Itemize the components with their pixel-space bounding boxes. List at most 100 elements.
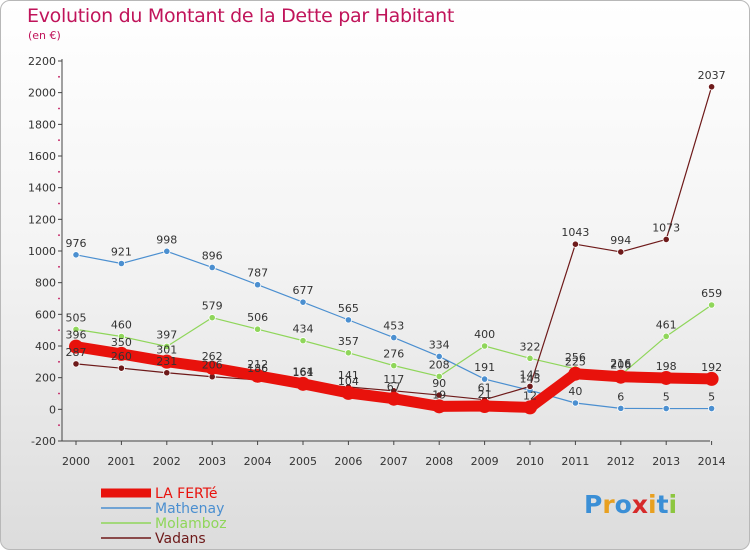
- data-label: 212: [247, 358, 268, 371]
- data-label: 231: [156, 355, 177, 368]
- y-minor-tick: [58, 297, 60, 300]
- data-point: [477, 399, 492, 414]
- x-tick-label: 2008: [425, 455, 453, 468]
- data-label: 287: [66, 346, 87, 359]
- x-tick-label: 2013: [652, 455, 680, 468]
- data-label: 19: [432, 388, 446, 401]
- y-minor-tick: [58, 202, 60, 205]
- data-point: [659, 370, 674, 385]
- y-minor-tick: [58, 75, 60, 78]
- data-point: [163, 369, 171, 377]
- data-label: 208: [429, 358, 450, 371]
- data-label: 460: [111, 319, 132, 332]
- data-label: 104: [338, 375, 359, 388]
- data-label: 400: [474, 328, 495, 341]
- logo-letter: r: [602, 490, 615, 519]
- data-point: [72, 251, 80, 259]
- data-label: 5: [663, 391, 670, 404]
- data-label: 12: [523, 389, 537, 402]
- chart-title: Evolution du Montant de la Dette par Hab…: [27, 5, 455, 27]
- data-point: [117, 259, 126, 268]
- data-point: [299, 298, 307, 306]
- y-minor-tick: [58, 392, 60, 395]
- x-tick-label: 2005: [289, 455, 317, 468]
- data-point: [707, 404, 716, 413]
- data-label: 579: [202, 300, 223, 313]
- data-point: [386, 391, 401, 406]
- y-tick-label: 2000: [28, 87, 56, 100]
- data-label: 191: [474, 361, 495, 374]
- data-label: 5: [708, 391, 715, 404]
- data-label: 225: [565, 356, 586, 369]
- data-label: 67: [387, 381, 401, 394]
- y-minor-tick: [58, 234, 60, 237]
- data-label: 787: [247, 267, 268, 280]
- x-tick-label: 2002: [153, 455, 181, 468]
- data-point: [662, 332, 670, 340]
- x-tick-label: 2004: [244, 455, 272, 468]
- y-minor-tick: [58, 424, 60, 427]
- x-tick-label: 2010: [516, 455, 544, 468]
- y-minor-tick: [58, 107, 60, 110]
- data-label: 976: [66, 237, 87, 250]
- data-point: [704, 371, 719, 386]
- data-point: [254, 281, 262, 289]
- data-label: 434: [293, 323, 314, 336]
- y-tick-label: 800: [35, 277, 56, 290]
- data-point: [163, 247, 171, 255]
- y-tick-label: 0: [49, 403, 56, 416]
- data-point: [571, 399, 580, 407]
- data-point: [159, 354, 174, 369]
- data-label: 256: [565, 351, 586, 364]
- data-label: 322: [520, 340, 541, 353]
- data-label: 145: [520, 368, 541, 381]
- logo-letter: P: [584, 490, 603, 519]
- y-minor-tick: [58, 170, 60, 173]
- data-point: [480, 342, 489, 350]
- x-tick-label: 2007: [380, 455, 408, 468]
- data-point: [344, 349, 352, 357]
- y-minor-tick: [58, 139, 60, 142]
- data-label: 357: [338, 335, 359, 348]
- data-point: [296, 376, 310, 391]
- x-tick-label: 2014: [698, 455, 726, 468]
- y-minor-tick: [58, 329, 60, 332]
- y-tick-label: 1000: [28, 245, 56, 258]
- data-label: 506: [247, 311, 268, 324]
- data-point: [662, 404, 670, 413]
- data-label: 461: [656, 318, 677, 331]
- data-point: [299, 337, 307, 345]
- data-label: 921: [111, 246, 132, 259]
- data-label: 192: [701, 361, 722, 374]
- y-minor-tick: [58, 265, 60, 268]
- data-label: 2037: [698, 69, 726, 82]
- y-tick-label: 1800: [28, 118, 56, 131]
- data-label: 677: [293, 284, 314, 297]
- data-point: [254, 325, 262, 333]
- data-label: 1043: [561, 226, 589, 239]
- data-label: 262: [202, 350, 223, 363]
- data-label: 61: [478, 382, 492, 395]
- data-label: 276: [383, 348, 404, 361]
- data-label: 216: [610, 357, 631, 370]
- x-tick-label: 2000: [62, 455, 90, 468]
- data-label: 397: [156, 328, 177, 341]
- data-point: [617, 248, 625, 256]
- data-label: 164: [293, 365, 314, 378]
- data-label: 161: [293, 366, 314, 379]
- data-point: [526, 354, 534, 362]
- data-label: 206: [610, 359, 631, 372]
- data-point: [208, 263, 216, 272]
- data-label: 186: [247, 362, 268, 375]
- data-label: 206: [202, 359, 223, 372]
- data-point: [344, 316, 352, 324]
- data-point: [662, 235, 670, 244]
- data-point: [341, 385, 356, 400]
- y-tick-label: 1600: [28, 150, 56, 163]
- data-point: [114, 346, 129, 361]
- data-label: 198: [656, 360, 677, 373]
- data-label: 141: [338, 369, 359, 382]
- proxiti-logo: Proxiti: [584, 490, 677, 519]
